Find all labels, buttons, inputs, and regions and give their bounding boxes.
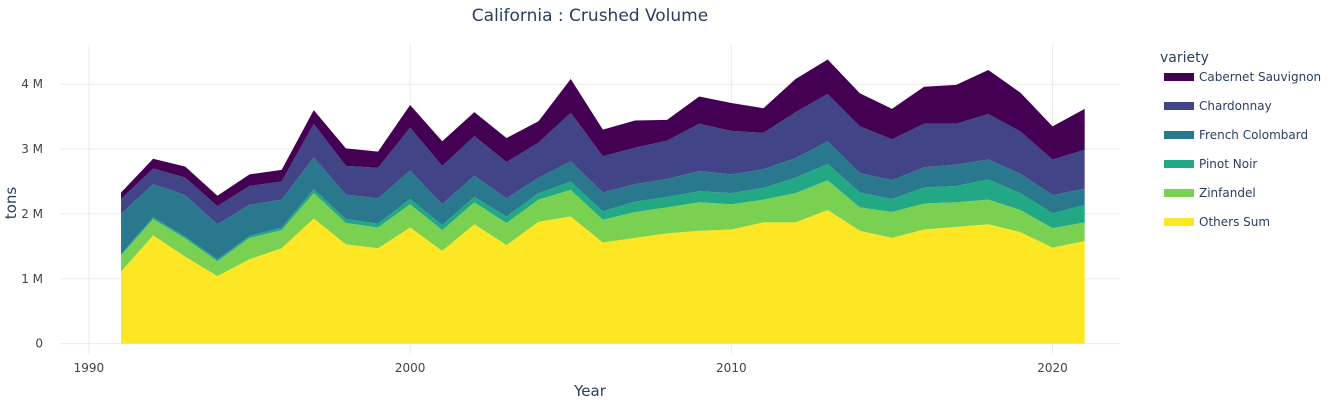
area-pinot-noir xyxy=(121,163,1085,262)
y-tick-label: 3 M xyxy=(21,142,43,156)
chart-title: California : Crushed Volume xyxy=(472,6,708,26)
legend: variety Cabernet Sauvignon Chardonnay Fren… xyxy=(1160,50,1321,229)
x-axis-title: Year xyxy=(573,382,607,400)
area-cabernet-sauvignon xyxy=(121,59,1085,207)
legend-swatch-french-colombard xyxy=(1164,131,1194,139)
y-tick-label: 0 xyxy=(35,337,43,351)
y-tick-label: 1 M xyxy=(21,272,43,286)
x-tick-label: 2020 xyxy=(1037,361,1068,375)
legend-label-others-sum: Others Sum xyxy=(1199,215,1270,229)
legend-swatch-zinfandel xyxy=(1164,189,1194,197)
legend-label-zinfandel: Zinfandel xyxy=(1199,186,1256,200)
y-axis: 0 1 M 2 M 3 M 4 M xyxy=(21,77,43,350)
legend-swatch-others-sum xyxy=(1164,218,1194,226)
legend-swatch-pinot-noir xyxy=(1164,160,1194,168)
y-axis-title: tons xyxy=(2,187,20,220)
legend-label-chardonnay: Chardonnay xyxy=(1199,99,1272,113)
x-tick-label: 1990 xyxy=(74,361,105,375)
area-others-sum xyxy=(121,210,1085,344)
area-zinfandel xyxy=(121,180,1085,277)
legend-swatch-cabernet-sauvignon xyxy=(1164,73,1194,81)
legend-label-cabernet-sauvignon: Cabernet Sauvignon xyxy=(1199,70,1321,84)
x-axis: 1990 2000 2010 2020 xyxy=(74,361,1068,375)
legend-title: variety xyxy=(1160,50,1209,66)
area-french-colombard xyxy=(121,141,1085,260)
x-tick-label: 2010 xyxy=(716,361,747,375)
legend-swatch-chardonnay xyxy=(1164,102,1194,110)
legend-label-french-colombard: French Colombard xyxy=(1199,128,1308,142)
x-tick-label: 2000 xyxy=(395,361,426,375)
y-tick-label: 2 M xyxy=(21,207,43,221)
y-tick-label: 4 M xyxy=(21,77,43,91)
plot-area xyxy=(121,59,1085,344)
legend-label-pinot-noir: Pinot Noir xyxy=(1199,157,1257,171)
area-chardonnay xyxy=(121,93,1085,225)
